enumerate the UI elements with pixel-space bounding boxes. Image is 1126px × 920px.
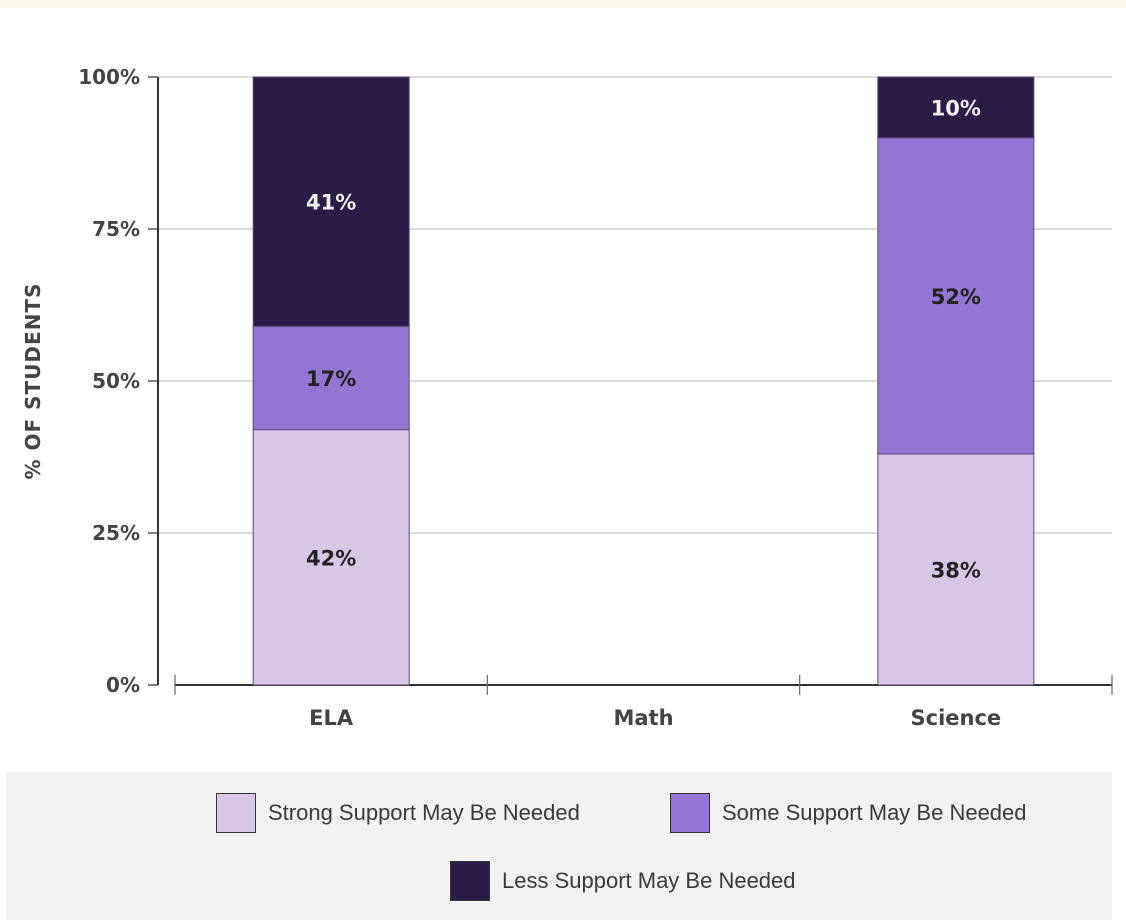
data-label: 38% (931, 558, 981, 582)
data-label: 42% (306, 546, 356, 570)
legend-item: Some Support May Be Needed (670, 791, 1027, 835)
y-tick-label: 75% (92, 217, 140, 241)
legend-label: Strong Support May Be Needed (268, 800, 580, 826)
legend: Strong Support May Be Needed Some Support… (6, 772, 1112, 920)
y-tick-label: 100% (78, 65, 140, 89)
legend-swatch (216, 793, 256, 833)
data-label: 52% (931, 285, 981, 309)
legend-item: Less Support May Be Needed (450, 859, 796, 903)
legend-swatch (450, 861, 490, 901)
legend-item: Strong Support May Be Needed (216, 791, 580, 835)
x-tick-label: ELA (309, 706, 354, 730)
y-tick-label: 25% (92, 521, 140, 545)
legend-label: Less Support May Be Needed (502, 868, 796, 894)
x-tick-label: Science (911, 706, 1002, 730)
y-tick-label: 0% (106, 673, 140, 697)
y-tick-label: 50% (92, 369, 140, 393)
data-label: 17% (306, 367, 356, 391)
legend-swatch (670, 793, 710, 833)
x-tick-label: Math (613, 706, 673, 730)
stacked-bar-chart: 0% 25% 50% 75% 100% ELA 42% 17% 41% Math Science 38… (0, 8, 1126, 772)
legend-label: Some Support May Be Needed (722, 800, 1027, 826)
y-axis-label: % OF STUDENTS (21, 283, 45, 480)
data-label: 41% (306, 191, 356, 215)
data-label: 10% (931, 96, 981, 120)
